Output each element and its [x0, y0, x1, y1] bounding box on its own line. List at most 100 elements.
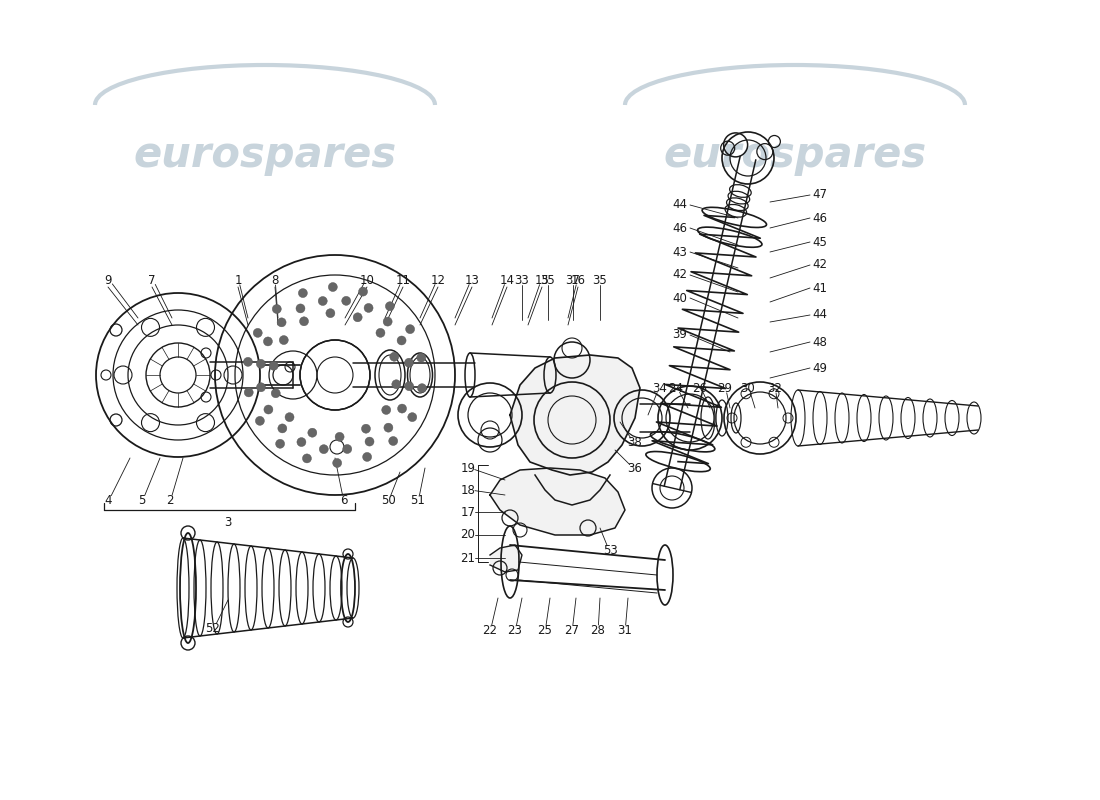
- Circle shape: [296, 304, 305, 313]
- Text: 19: 19: [461, 462, 475, 474]
- Circle shape: [417, 353, 426, 362]
- Circle shape: [418, 384, 427, 393]
- Text: 47: 47: [813, 189, 827, 202]
- Text: eurospares: eurospares: [133, 134, 397, 176]
- Text: 42: 42: [672, 269, 688, 282]
- Circle shape: [392, 380, 400, 389]
- Text: 1: 1: [234, 274, 242, 286]
- Text: 46: 46: [672, 222, 688, 234]
- Circle shape: [365, 437, 374, 446]
- Circle shape: [397, 336, 406, 345]
- Text: 36: 36: [628, 462, 642, 474]
- Circle shape: [343, 445, 352, 454]
- Text: 41: 41: [813, 282, 827, 294]
- Text: 53: 53: [603, 543, 617, 557]
- Text: 49: 49: [813, 362, 827, 374]
- Circle shape: [264, 405, 273, 414]
- Text: 8: 8: [272, 274, 278, 286]
- Circle shape: [332, 458, 342, 467]
- Text: 43: 43: [672, 246, 688, 258]
- Circle shape: [342, 296, 351, 306]
- Text: 29: 29: [717, 382, 733, 394]
- Circle shape: [255, 416, 264, 426]
- Text: 12: 12: [430, 274, 446, 286]
- Circle shape: [244, 388, 253, 397]
- Text: eurospares: eurospares: [663, 134, 926, 176]
- Polygon shape: [490, 468, 625, 535]
- Circle shape: [385, 302, 395, 310]
- Circle shape: [359, 287, 367, 296]
- Text: 33: 33: [515, 274, 529, 286]
- Circle shape: [256, 359, 265, 368]
- Circle shape: [384, 423, 393, 432]
- Text: 10: 10: [360, 274, 374, 286]
- Text: 30: 30: [740, 382, 756, 394]
- Circle shape: [270, 362, 278, 370]
- Text: 16: 16: [571, 274, 585, 286]
- Text: 44: 44: [672, 198, 688, 211]
- Circle shape: [298, 289, 307, 298]
- Text: 11: 11: [396, 274, 410, 286]
- Text: 31: 31: [617, 623, 632, 637]
- Circle shape: [263, 337, 273, 346]
- Text: 22: 22: [483, 623, 497, 637]
- Text: 6: 6: [340, 494, 348, 506]
- Text: 34: 34: [652, 382, 668, 394]
- Text: 40: 40: [672, 291, 688, 305]
- Text: 42: 42: [813, 258, 827, 271]
- Circle shape: [397, 404, 407, 413]
- Circle shape: [362, 424, 371, 434]
- Circle shape: [382, 406, 390, 414]
- Circle shape: [276, 439, 285, 448]
- Text: 4: 4: [104, 494, 112, 506]
- Circle shape: [302, 454, 311, 463]
- Text: 5: 5: [139, 494, 145, 506]
- Circle shape: [299, 317, 308, 326]
- Circle shape: [285, 413, 294, 422]
- Circle shape: [253, 328, 262, 338]
- Circle shape: [328, 282, 338, 291]
- Text: 46: 46: [813, 211, 827, 225]
- Text: 25: 25: [538, 623, 552, 637]
- Circle shape: [256, 382, 265, 392]
- Text: 50: 50: [381, 494, 395, 506]
- Text: 28: 28: [591, 623, 605, 637]
- Text: 35: 35: [593, 274, 607, 286]
- Text: 18: 18: [461, 483, 475, 497]
- Text: 21: 21: [461, 551, 475, 565]
- Circle shape: [405, 382, 414, 390]
- Circle shape: [308, 428, 317, 438]
- Text: 17: 17: [461, 506, 475, 518]
- Text: 14: 14: [499, 274, 515, 286]
- Text: 9: 9: [104, 274, 112, 286]
- Text: 51: 51: [410, 494, 426, 506]
- Circle shape: [278, 424, 287, 433]
- Text: 32: 32: [768, 382, 782, 394]
- Text: 27: 27: [564, 623, 580, 637]
- Text: 23: 23: [507, 623, 522, 637]
- Text: 20: 20: [461, 529, 475, 542]
- Text: 26: 26: [693, 382, 707, 394]
- Text: 2: 2: [166, 494, 174, 506]
- Circle shape: [353, 313, 362, 322]
- Text: 35: 35: [540, 274, 556, 286]
- Circle shape: [376, 328, 385, 338]
- Circle shape: [364, 303, 373, 313]
- Text: 37: 37: [565, 274, 581, 286]
- Circle shape: [405, 358, 414, 367]
- Text: 7: 7: [148, 274, 156, 286]
- Text: 44: 44: [813, 309, 827, 322]
- Circle shape: [388, 437, 398, 446]
- Circle shape: [363, 453, 372, 462]
- Circle shape: [389, 352, 399, 362]
- Circle shape: [297, 438, 306, 446]
- Text: 52: 52: [206, 622, 220, 634]
- Text: 39: 39: [672, 329, 688, 342]
- Circle shape: [336, 432, 344, 442]
- Circle shape: [326, 309, 334, 318]
- Polygon shape: [510, 355, 640, 475]
- Circle shape: [318, 297, 327, 306]
- Circle shape: [277, 318, 286, 327]
- Circle shape: [272, 389, 280, 398]
- Circle shape: [383, 317, 393, 326]
